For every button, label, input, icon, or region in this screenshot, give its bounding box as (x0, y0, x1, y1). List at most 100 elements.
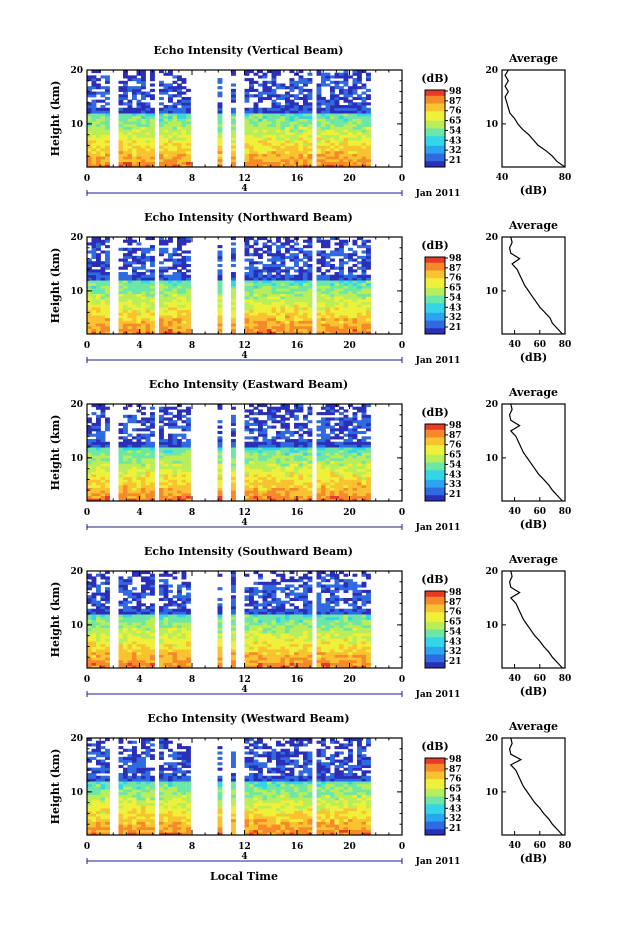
heatmap-cell (181, 115, 187, 119)
heatmap-cell (96, 164, 101, 168)
heatmap-cell (186, 158, 191, 163)
heatmap-cell (159, 474, 164, 478)
heatmap-cell (105, 115, 110, 119)
heatmap-cell (172, 439, 178, 443)
heatmap-cell (361, 452, 367, 456)
heatmap-cell (298, 88, 304, 92)
heatmap-cell (231, 274, 236, 278)
heatmap-cell (339, 406, 344, 410)
heatmap-cell (141, 476, 146, 480)
heatmap-cell (159, 164, 164, 168)
heatmap-cell (96, 288, 101, 292)
heatmap-cell (145, 307, 151, 311)
heatmap-cell (330, 309, 335, 313)
heatmap-cell (303, 463, 308, 467)
heatmap-cell (325, 312, 331, 316)
heatmap-cell (181, 312, 187, 316)
heatmap-cell (280, 277, 286, 281)
heatmap-cell (177, 102, 182, 106)
heatmap-cell (100, 140, 106, 144)
heatmap-cell (307, 280, 313, 284)
heatmap-cell (280, 479, 286, 483)
heatmap-cell (181, 331, 187, 335)
heatmap-cell (325, 441, 331, 445)
heatmap-cell (177, 245, 182, 249)
heatmap-cell (316, 158, 322, 163)
heatmap-cell (159, 113, 164, 117)
heatmap-cell (181, 452, 187, 456)
heatmap-cell (285, 123, 290, 127)
heatmap-cell (163, 301, 169, 305)
heatmap-cell (298, 492, 304, 497)
heatmap-cell (177, 425, 182, 429)
heatmap-cell (321, 471, 326, 475)
heatmap-cell (150, 285, 155, 289)
heatmap-cell (244, 474, 250, 478)
heatmap-cell (249, 484, 254, 488)
heatmap-cell (253, 315, 259, 319)
heatmap-cell (145, 94, 151, 98)
heatmap-cell (307, 317, 313, 321)
heatmap-cell (303, 457, 308, 461)
heatmap-cell (181, 309, 187, 313)
heatmap-cell (123, 298, 128, 303)
heatmap-cell (141, 436, 146, 440)
heatmap-cell (285, 455, 290, 459)
heatmap-cell (330, 460, 335, 464)
heatmap-cell (294, 414, 299, 418)
heatmap-cell (159, 137, 164, 141)
heatmap-cell (177, 253, 182, 257)
heatmap-cell (177, 263, 182, 268)
heatmap-cell (325, 153, 331, 157)
heatmap-cell (361, 285, 367, 289)
heatmap-cell (289, 323, 295, 327)
heatmap-cell (258, 161, 263, 165)
heatmap-cell (150, 430, 155, 435)
heatmap-cell (357, 78, 362, 82)
heatmap-cell (136, 301, 142, 305)
heatmap-cell (136, 495, 142, 499)
heatmap-cell (123, 315, 128, 319)
heatmap-cell (334, 479, 340, 483)
heatmap-cell (285, 409, 290, 413)
heatmap-cell (316, 107, 322, 111)
heatmap-cell (172, 457, 178, 461)
heatmap-cell (276, 282, 281, 286)
heatmap-cell (141, 301, 146, 305)
heatmap-cell (258, 140, 263, 144)
heatmap-cell (163, 134, 169, 138)
heatmap-cell (343, 80, 349, 84)
heatmap-cell (177, 328, 182, 332)
heatmap-cell (334, 250, 340, 254)
heatmap-cell (334, 113, 340, 117)
heatmap-cell (262, 331, 268, 335)
heatmap-cell (271, 444, 277, 448)
heatmap-cell (253, 272, 259, 276)
heatmap-cell (186, 118, 191, 122)
heatmap-cell (258, 261, 263, 265)
heatmap-cell (285, 156, 290, 160)
heatmap-cell (343, 285, 349, 289)
heatmap-cell (262, 433, 268, 437)
heatmap-cell (343, 476, 349, 480)
heatmap-cell (339, 88, 344, 92)
heatmap-cell (145, 484, 151, 488)
heatmap-cell (267, 158, 272, 163)
heatmap-cell (267, 325, 272, 330)
heatmap-cell (87, 301, 92, 305)
heatmap-cell (343, 277, 349, 281)
heatmap-cell (321, 490, 326, 494)
heatmap-cell (87, 88, 92, 92)
heatmap-cell (249, 492, 254, 497)
heatmap-cell (357, 126, 362, 130)
heatmap-cell (181, 274, 187, 278)
heatmap-cell (141, 307, 146, 311)
heatmap-cell (249, 309, 254, 313)
heatmap-cell (136, 274, 142, 278)
heatmap-cell (334, 312, 340, 316)
heatmap-cell (123, 439, 128, 443)
heatmap-cell (348, 487, 353, 491)
heatmap-cell (123, 484, 128, 488)
heatmap-cell (136, 91, 142, 95)
